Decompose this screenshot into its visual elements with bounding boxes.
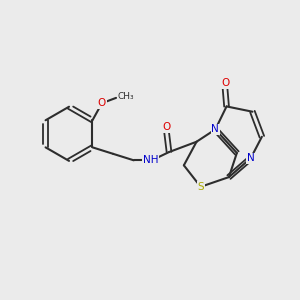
Text: O: O	[163, 122, 171, 132]
Text: O: O	[98, 98, 106, 108]
Text: N: N	[212, 124, 219, 134]
Text: O: O	[221, 78, 229, 88]
Text: NH: NH	[143, 155, 158, 165]
Text: S: S	[197, 182, 204, 192]
Text: CH₃: CH₃	[117, 92, 134, 101]
Text: N: N	[247, 153, 255, 163]
